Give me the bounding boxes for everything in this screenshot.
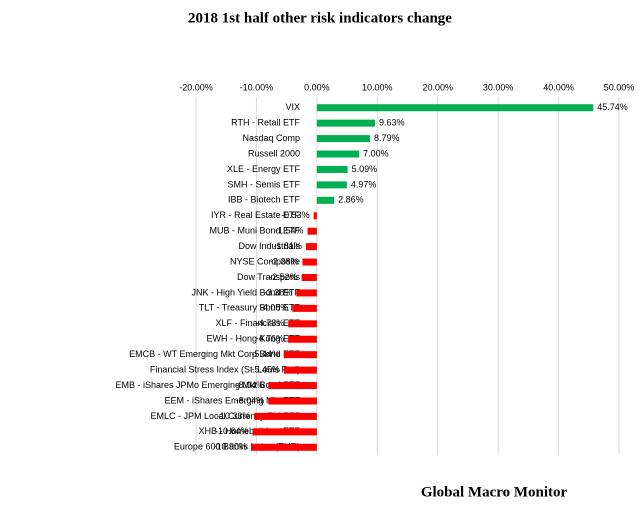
bar [283,351,317,359]
x-tick-label: 40.00% [543,82,574,92]
y-tick-label: JNK - High Yield Bond ETF [191,287,300,297]
bar [268,397,317,405]
bar [250,443,317,451]
bar [283,366,317,374]
value-label: -10.33% [217,411,251,421]
value-label: -0.53% [281,210,310,220]
value-label: 4.97% [351,179,377,189]
bar [288,320,317,328]
value-label: -4.73% [256,318,285,328]
y-tick-label: EWH - Hong Kong ETF [206,334,300,344]
y-tick-label: IYR - Real Estate ETF [211,210,301,220]
bar [316,165,348,173]
value-label: -10.90% [213,442,247,452]
y-tick-label: TLT - Treasury Bond ETF [199,303,301,313]
bar [316,104,594,112]
value-label: -1.81% [273,241,302,251]
x-tick-label: 50.00% [604,82,635,92]
y-tick-label: XLF - Financials ETF [215,318,300,328]
value-label: 9.63% [379,118,405,128]
bar [316,196,335,204]
bar [296,289,317,297]
y-tick-label: XHB - Homebuilders ETF [198,426,300,436]
y-tick-label: XLE - Energy ETF [227,164,301,174]
y-tick-label: Financial Stress Index (St. Louis Fed) [150,364,300,374]
bar [307,227,317,235]
y-tick-label: Dow Industrials [238,241,300,251]
bar [316,135,370,143]
value-label: -4.05% [260,303,289,313]
x-tick-label: 10.00% [362,82,393,92]
bar [288,335,317,343]
value-label: -1.54% [275,226,304,236]
value-label: 5.09% [352,164,378,174]
value-label: -3.38% [264,287,293,297]
y-tick-label: IBB - Biotech ETF [228,195,301,205]
y-tick-label: VIX [285,102,300,112]
y-tick-label: NYSE Composite [230,256,300,266]
value-label: -8.04% [236,380,265,390]
bar [316,119,376,127]
footer: Global Macro Monitor [421,484,568,500]
value-label: -5.45% [251,364,280,374]
value-label: -8.04% [236,395,265,405]
bar [252,428,317,436]
y-tick-label: Europe 600 Banks Index (EUR) [174,442,300,452]
x-tick-label: 20.00% [422,82,453,92]
y-tick-label: MUB - Muni Bond ETF [209,226,300,236]
bar [292,304,317,312]
bar [268,382,317,390]
y-tick-label: RTH - Retail ETF [231,118,300,128]
x-tick-label: 30.00% [483,82,514,92]
bar [305,243,317,251]
value-label: 8.79% [374,133,400,143]
value-label: -5.44% [251,349,280,359]
bar [313,212,317,220]
value-label: 2.86% [338,195,364,205]
y-tick-label: Russell 2000 [248,148,300,158]
value-label: 45.74% [597,102,628,112]
value-label: 7.00% [363,148,389,158]
bar [301,274,317,281]
value-label: -10.64% [215,426,249,436]
y-tick-label: Dow Transports [237,272,301,282]
bar [316,150,360,158]
x-tick-label: 0.00% [304,82,330,92]
x-tick-label: -20.00% [179,82,213,92]
bar [316,181,347,189]
chart-title: 2018 1st half other risk indicators chan… [188,10,452,26]
x-tick-label: -10.00% [240,82,274,92]
y-tick-label: EMCB - WT Emerging Mkt Corp Bond ETF [129,349,300,359]
value-label: -2.38% [270,256,299,266]
bar [302,258,317,266]
value-label: -4.76% [256,334,285,344]
y-tick-label: SMH - Semis ETF [227,179,300,189]
bar [254,412,317,420]
y-tick-label: EMB - iShares JPMo Emerging Mkt Bond ETF [115,380,300,390]
value-label: -2.52% [269,272,298,282]
y-tick-label: EEM - iShares Emerging Mkt ETF [164,395,300,405]
y-tick-label: EMLC - JPM Local Currency EM ETF [150,411,300,421]
y-tick-label: Nasdaq Comp [242,133,300,143]
